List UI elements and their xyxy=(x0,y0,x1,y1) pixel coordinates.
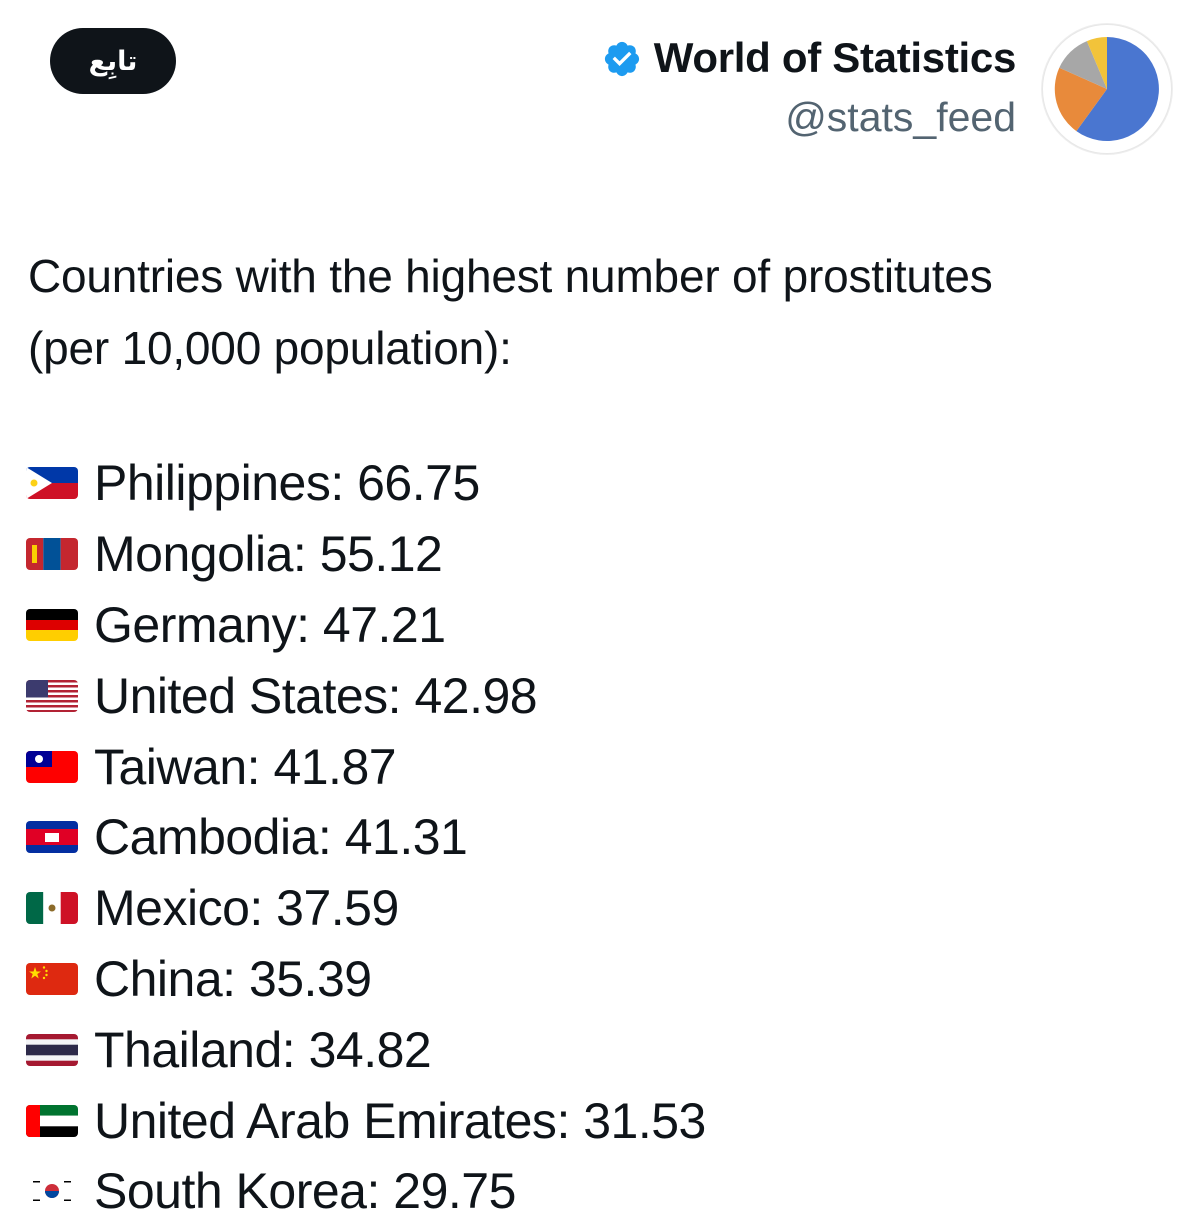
country-name: Germany xyxy=(94,596,297,653)
pie-chart-icon xyxy=(1047,29,1167,149)
country-value: 31.53 xyxy=(583,1092,706,1149)
follow-button[interactable]: تابِع xyxy=(50,28,176,94)
country-value: 29.75 xyxy=(393,1163,516,1220)
taiwan-flag-icon xyxy=(26,750,78,783)
country-name: Mexico xyxy=(94,880,250,937)
verified-badge-icon xyxy=(604,41,639,77)
list-item: United States: 42.98 xyxy=(26,660,1186,731)
account-header: World of Statistics @stats_feed xyxy=(602,24,1172,154)
country-value: 35.39 xyxy=(248,950,372,1007)
tweet-heading: Countries with the highest number of pro… xyxy=(28,250,993,302)
separator: : xyxy=(281,1021,309,1078)
country-value: 66.75 xyxy=(357,455,480,512)
avatar[interactable] xyxy=(1042,24,1172,154)
country-name: Mongolia xyxy=(94,526,293,583)
list-item: Mongolia: 55.12 xyxy=(26,519,1186,590)
separator: : xyxy=(249,880,277,937)
list-item: Taiwan: 41.87 xyxy=(26,731,1186,802)
list-item: Cambodia: 41.31 xyxy=(26,802,1186,873)
separator: : xyxy=(330,455,358,512)
separator: : xyxy=(556,1092,584,1149)
list-item: Mexico: 37.59 xyxy=(26,873,1186,944)
list-item: United Arab Emirates: 31.53 xyxy=(26,1085,1186,1156)
country-name: Thailand xyxy=(94,1021,282,1078)
country-value: 41.87 xyxy=(273,738,397,795)
separator: : xyxy=(222,950,249,1007)
country-value: 42.98 xyxy=(414,667,538,724)
list-item: Germany: 47.21 xyxy=(26,590,1186,661)
country-list: Philippines: 66.75 Mongolia: 55.12 Germa… xyxy=(26,448,1186,1227)
country-name: Cambodia xyxy=(94,809,318,866)
account-handle[interactable]: @stats_feed xyxy=(785,94,1016,140)
display-name-row: World of Statistics xyxy=(602,34,1016,82)
country-value: 37.59 xyxy=(276,880,399,937)
account-names: World of Statistics @stats_feed xyxy=(602,34,1016,141)
south-korea-flag-icon xyxy=(26,1175,78,1208)
list-item: Thailand: 34.82 xyxy=(26,1014,1186,1085)
germany-flag-icon xyxy=(26,608,78,641)
country-value: 47.21 xyxy=(322,596,446,653)
country-value: 55.12 xyxy=(319,526,443,583)
country-name: South Korea xyxy=(94,1163,367,1220)
country-name: United Arab Emirates xyxy=(94,1092,557,1149)
country-value: 34.82 xyxy=(308,1021,432,1078)
separator: : xyxy=(387,667,415,724)
list-item: China: 35.39 xyxy=(26,944,1186,1015)
country-value: 41.31 xyxy=(344,809,468,866)
country-name: China xyxy=(94,950,223,1007)
country-name: Philippines xyxy=(94,455,331,512)
uae-flag-icon xyxy=(26,1104,78,1137)
separator: : xyxy=(296,596,323,653)
tweet-body: Countries with the highest number of pro… xyxy=(28,240,1178,384)
separator: : xyxy=(317,809,345,866)
china-flag-icon xyxy=(26,962,78,995)
philippines-flag-icon xyxy=(26,467,78,500)
separator: : xyxy=(292,526,320,583)
country-name: United States xyxy=(94,667,388,724)
tweet-subheading: (per 10,000 population): xyxy=(28,322,512,374)
country-name: Taiwan xyxy=(94,738,247,795)
thailand-flag-icon xyxy=(26,1033,78,1066)
display-name[interactable]: World of Statistics xyxy=(653,34,1017,81)
separator: : xyxy=(366,1163,394,1220)
separator: : xyxy=(246,738,274,795)
list-item: Philippines: 66.75 xyxy=(26,448,1186,519)
mongolia-flag-icon xyxy=(26,538,78,571)
united-states-flag-icon xyxy=(26,679,78,712)
mexico-flag-icon xyxy=(26,892,78,925)
cambodia-flag-icon xyxy=(26,821,78,854)
list-item: South Korea: 29.75 xyxy=(26,1156,1186,1227)
